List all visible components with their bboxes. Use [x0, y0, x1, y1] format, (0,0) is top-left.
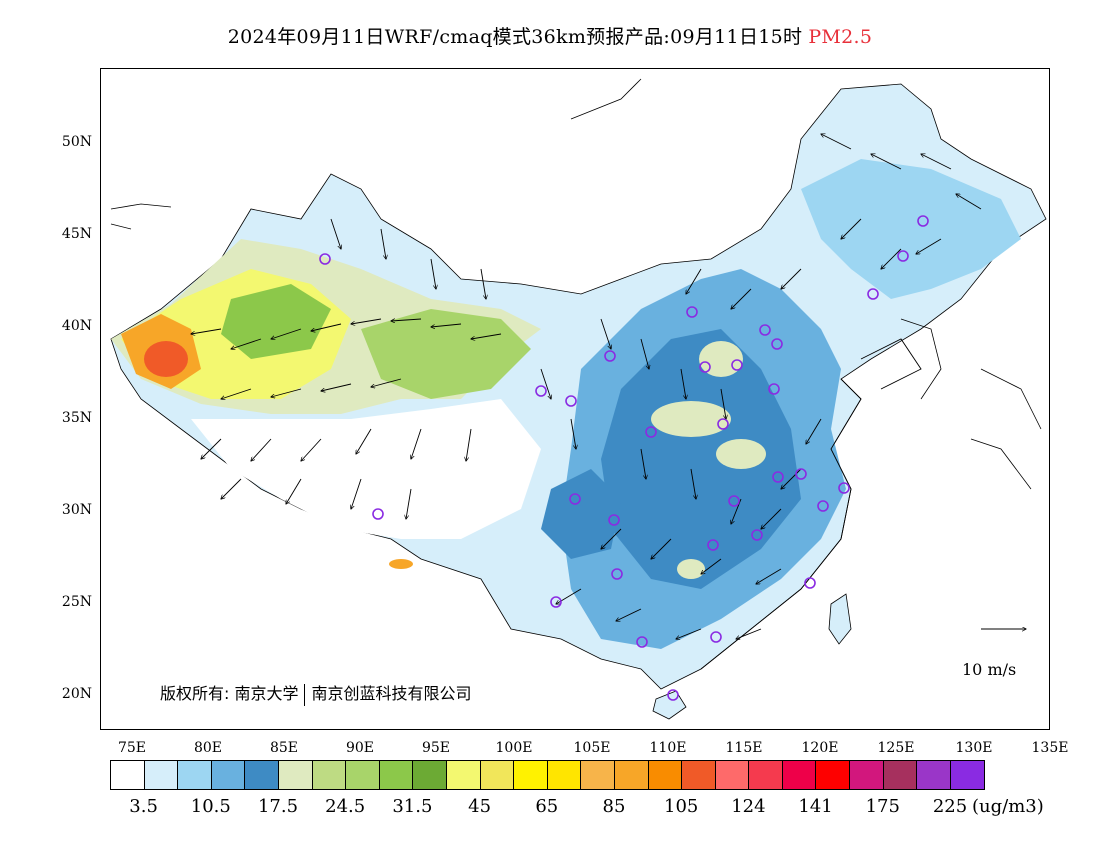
central-green — [651, 401, 731, 437]
copyright-right: 南京创蓝科技有限公司 — [311, 684, 472, 703]
legend-label-12: 225 — [932, 796, 968, 817]
tibet-white — [191, 399, 541, 539]
sichuan-basin — [541, 469, 621, 559]
title-main: 2024年09月11日WRF/cmaq模式36km预报产品:09月11日15时 — [227, 26, 803, 48]
legend-swatch-8 — [379, 761, 414, 789]
legend-label-4: 31.5 — [392, 796, 433, 817]
lon-label-110e: 110E — [649, 740, 687, 756]
legend-swatch-5 — [278, 761, 313, 789]
northeast-china — [801, 159, 1021, 299]
hainan — [652, 690, 687, 720]
legend-swatch-13 — [547, 761, 582, 789]
lon-label-120e: 120E — [801, 740, 839, 756]
hunan-green — [677, 559, 705, 579]
legend-swatch-22 — [850, 761, 884, 789]
lon-label-85e: 85E — [269, 740, 299, 756]
legend-label-3: 24.5 — [325, 796, 366, 817]
copyright-text: 版权所有: 南京大学 南京创蓝科技有限公司 — [160, 680, 472, 706]
legend-label-6: 65 — [535, 796, 559, 817]
color-legend — [110, 760, 986, 790]
legend-label-1: 10.5 — [190, 796, 231, 817]
wind-reference-label: 10 m/s — [962, 660, 1017, 679]
map-frame — [100, 68, 1050, 730]
tibet-south-orange — [389, 559, 413, 569]
coastline — [700, 338, 922, 670]
lon-label-75e: 75E — [117, 740, 147, 756]
lon-label-105e: 105E — [573, 740, 611, 756]
legend-label-7: 85 — [602, 796, 626, 817]
lat-label-20n: 20N — [61, 686, 92, 702]
lat-label-35n: 35N — [61, 410, 92, 426]
legend-swatch-4 — [245, 761, 279, 789]
title-pollutant: PM2.5 — [808, 26, 873, 48]
korea-japan-coast — [900, 318, 1042, 490]
legend-swatch-24 — [917, 761, 951, 789]
legend-label-11: 175 — [865, 796, 900, 817]
central-china-dark — [601, 329, 801, 589]
legend-swatch-14 — [581, 761, 615, 789]
copyright-left: 版权所有: 南京大学 — [160, 684, 299, 703]
legend-swatch-16 — [648, 761, 683, 789]
legend-swatch-21 — [816, 761, 851, 789]
taiwan — [828, 593, 852, 645]
legend-label-5: 45 — [468, 796, 492, 817]
legend-swatch-0 — [111, 761, 145, 789]
legend-swatch-3 — [211, 761, 246, 789]
wind-field — [191, 134, 1026, 639]
legend-swatch-18 — [715, 761, 750, 789]
lon-label-80e: 80E — [193, 740, 223, 756]
city-markers — [319, 215, 929, 701]
lon-label-115e: 115E — [725, 740, 763, 756]
lat-label-45n: 45N — [61, 226, 92, 242]
lon-label-135e: 135E — [1031, 740, 1069, 756]
legend-unit: (ug/m3) — [972, 796, 1044, 817]
legend-swatch-7 — [346, 761, 380, 789]
legend-swatch-6 — [312, 761, 347, 789]
pm25-map — [110, 78, 1047, 720]
lat-label-25n: 25N — [61, 594, 92, 610]
legend-label-8: 105 — [664, 796, 699, 817]
legend-swatch-10 — [446, 761, 481, 789]
legend-swatch-12 — [514, 761, 548, 789]
legend-label-9: 124 — [731, 796, 766, 817]
lon-label-130e: 130E — [955, 740, 993, 756]
legend-label-0: 3.5 — [129, 796, 158, 817]
legend-swatch-2 — [178, 761, 212, 789]
legend-swatch-20 — [782, 761, 817, 789]
west-border — [110, 203, 172, 230]
lon-label-100e: 100E — [495, 740, 533, 756]
legend-swatch-23 — [883, 761, 918, 789]
legend-swatch-15 — [614, 761, 649, 789]
qinghai-green-belt — [361, 309, 531, 399]
legend-label-2: 17.5 — [257, 796, 299, 817]
legend-label-10: 141 — [798, 796, 833, 817]
lake-baikal-outline — [570, 78, 642, 120]
legend-swatch-11 — [480, 761, 515, 789]
hubei-green — [716, 439, 766, 469]
lon-label-90e: 90E — [345, 740, 375, 756]
lon-label-95e: 95E — [421, 740, 451, 756]
legend-swatch-25 — [950, 761, 985, 789]
legend-swatch-19 — [749, 761, 783, 789]
map-title: 2024年09月11日WRF/cmaq模式36km预报产品:09月11日15时 P… — [0, 22, 1100, 49]
legend-swatch-1 — [144, 761, 179, 789]
lat-label-30n: 30N — [61, 502, 92, 518]
tarim-red-core — [144, 341, 188, 377]
copyright-separator — [304, 683, 306, 706]
legend-swatch-9 — [413, 761, 447, 789]
lat-label-40n: 40N — [61, 318, 92, 334]
tarim-green-core — [221, 284, 331, 359]
legend-swatch-17 — [682, 761, 716, 789]
lat-label-50n: 50N — [61, 134, 92, 150]
lon-label-125e: 125E — [877, 740, 915, 756]
